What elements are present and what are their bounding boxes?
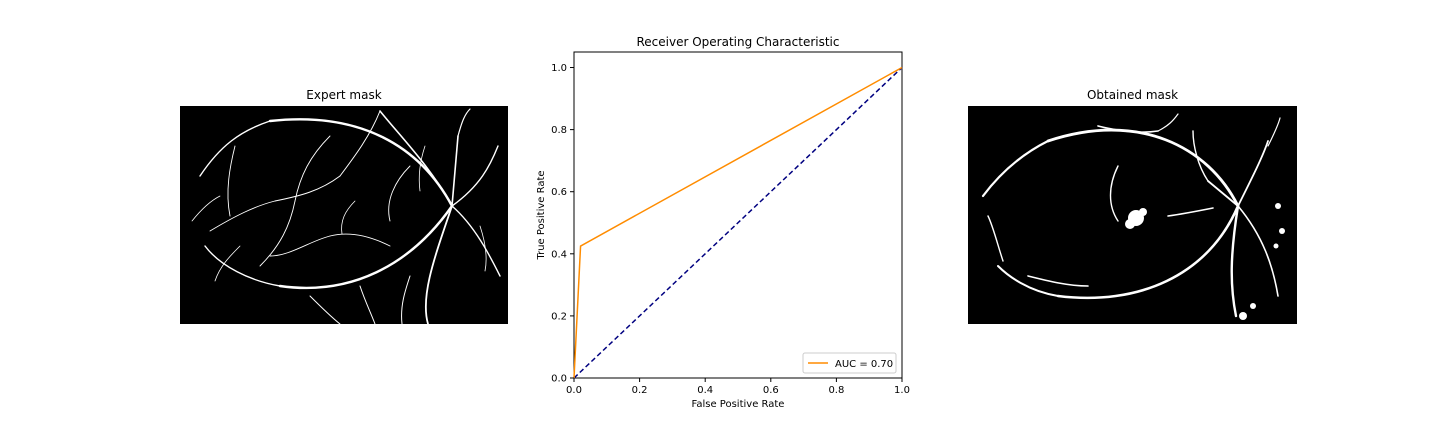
x-axis-ticks: 0.0 0.2 0.4 0.6 0.8 1.0 xyxy=(566,378,910,396)
chart-title: Receiver Operating Characteristic xyxy=(636,35,839,49)
y-tick-label: 0.8 xyxy=(551,125,567,136)
y-axis-label: True Positive Rate xyxy=(536,170,547,260)
expert-vessel-drawing xyxy=(191,108,501,324)
series-layer xyxy=(573,66,903,379)
y-tick-label: 1.0 xyxy=(551,63,567,74)
x-tick-label: 1.0 xyxy=(894,385,910,396)
legend-box xyxy=(802,352,897,374)
y-tick-label: 0.0 xyxy=(551,374,567,385)
plot-frame xyxy=(573,51,903,379)
y-tick-label: 0.4 xyxy=(551,249,567,260)
obtained-mask-image xyxy=(968,106,1297,324)
legend-entry-auc: AUC = 0.70 xyxy=(835,359,893,370)
x-tick-label: 0.8 xyxy=(828,385,844,396)
x-axis-label: False Positive Rate xyxy=(692,399,785,410)
y-tick-label: 0.2 xyxy=(551,311,567,322)
x-tick-label: 0.6 xyxy=(763,385,779,396)
x-tick-label: 0.0 xyxy=(566,385,582,396)
expert-mask-title: Expert mask xyxy=(306,88,382,102)
obtained-mask-title: Obtained mask xyxy=(1086,88,1179,102)
chance-diagonal-line xyxy=(573,66,903,379)
roc-curve-line xyxy=(573,66,903,379)
x-tick-label: 0.4 xyxy=(697,385,713,396)
y-axis-ticks: 0.0 0.2 0.4 0.6 0.8 1.0 xyxy=(551,63,574,385)
expert-mask-image xyxy=(180,106,508,324)
y-tick-label: 0.6 xyxy=(551,187,567,198)
x-tick-label: 0.2 xyxy=(632,385,648,396)
legend: AUC = 0.70 xyxy=(802,352,897,374)
obtained-vessel-drawing xyxy=(981,113,1285,320)
